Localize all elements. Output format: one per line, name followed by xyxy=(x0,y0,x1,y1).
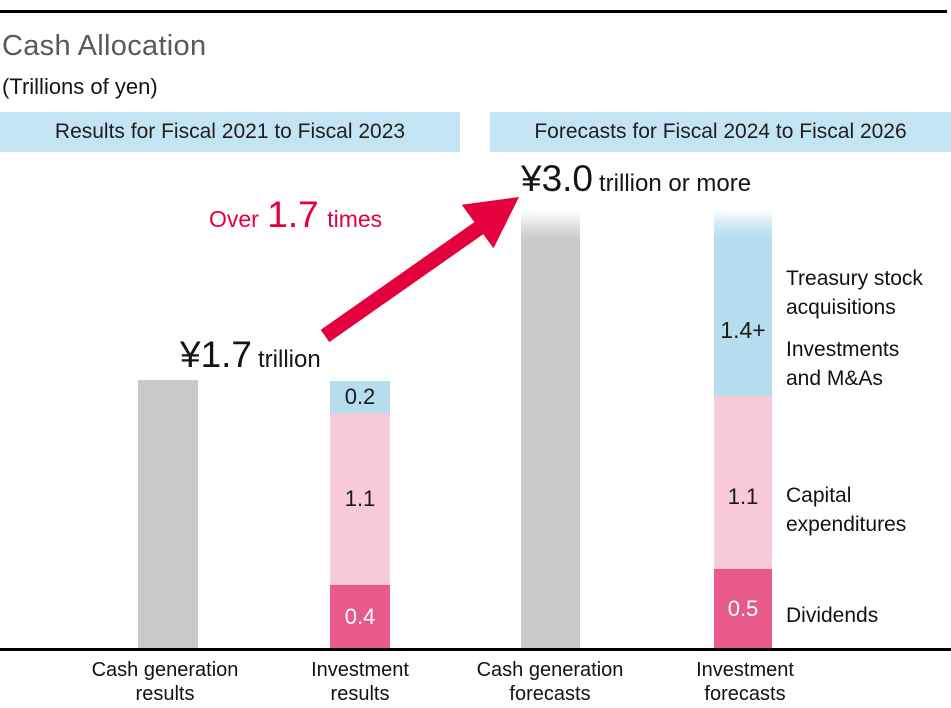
legend-investments-mna: Investments and M&As xyxy=(786,335,899,393)
legend-treasury-stock: Treasury stock acquisitions xyxy=(786,264,923,322)
bar-segment-capital-expenditures: 1.1 xyxy=(714,396,772,569)
bar-segment-treasury-investments: 0.2 xyxy=(330,381,390,413)
bar-segment-dividends: 0.4 xyxy=(330,585,390,648)
top-divider xyxy=(0,10,947,13)
legend-dividends: Dividends xyxy=(786,601,878,630)
legend-line: Treasury stock xyxy=(786,267,923,290)
x-axis-baseline xyxy=(0,648,951,651)
category-line: Investment xyxy=(311,659,409,681)
segment-value-label: 0.2 xyxy=(344,384,376,409)
bar-segment-capital-expenditures: 1.1 xyxy=(330,413,390,585)
growth-value: 1.7 xyxy=(267,194,319,235)
bar-cash-generation-forecasts xyxy=(521,210,580,648)
category-line: forecasts xyxy=(509,683,591,705)
category-line: Investment xyxy=(696,659,794,681)
legend-line: and M&As xyxy=(786,367,883,390)
segment-value-label: 1.1 xyxy=(727,483,759,509)
category-line: results xyxy=(330,683,390,705)
category-label-investment-forecasts: Investment forecasts xyxy=(645,658,845,706)
category-label-cash-generation-results: Cash generation results xyxy=(65,658,265,706)
results-total-unit: trillion xyxy=(258,346,321,373)
unit-subtitle: (Trillions of yen) xyxy=(2,74,158,99)
bar-investment-results: 0.2 1.1 0.4 xyxy=(330,381,390,648)
legend-line: acquisitions xyxy=(786,296,896,319)
segment-value-label: 1.4+ xyxy=(720,317,766,343)
forecasts-total-label: ¥3.0 trillion or more xyxy=(521,158,751,200)
results-section-header-label: Results for Fiscal 2021 to Fiscal 2023 xyxy=(54,120,406,143)
legend-line: Dividends xyxy=(786,604,879,627)
results-total-label: ¥1.7 trillion xyxy=(180,334,321,376)
category-label-cash-generation-forecasts: Cash generation forecasts xyxy=(450,658,650,706)
category-line: Cash generation xyxy=(91,659,239,681)
segment-value-label: 0.4 xyxy=(344,603,376,629)
results-section-header: Results for Fiscal 2021 to Fiscal 2023 xyxy=(0,112,460,152)
category-line: results xyxy=(135,683,195,705)
growth-multiplier-label: Over 1.7 times xyxy=(209,194,382,236)
legend-line: Investments xyxy=(786,338,900,361)
forecasts-section-header: Forecasts for Fiscal 2024 to Fiscal 2026 xyxy=(490,112,951,152)
forecasts-total-value: ¥3.0 xyxy=(521,158,594,199)
bar-cash-generation-results xyxy=(138,380,198,648)
legend-capital-expenditures: Capital expenditures xyxy=(786,481,906,539)
legend-line: Capital xyxy=(786,484,852,507)
growth-suffix: times xyxy=(327,206,383,232)
growth-prefix: Over xyxy=(209,206,259,232)
page-title: Cash Allocation xyxy=(2,30,207,62)
category-label-investment-results: Investment results xyxy=(260,658,460,706)
results-total-value: ¥1.7 xyxy=(180,334,253,375)
forecasts-section-header-label: Forecasts for Fiscal 2024 to Fiscal 2026 xyxy=(534,120,907,143)
forecasts-total-unit: trillion or more xyxy=(599,170,752,197)
category-line: Cash generation xyxy=(476,659,624,681)
bar-segment-treasury-investments: 1.4+ xyxy=(714,210,772,396)
bar-investment-forecasts: 1.4+ 1.1 0.5 xyxy=(714,210,772,648)
legend-line: expenditures xyxy=(786,513,907,536)
category-line: forecasts xyxy=(704,683,786,705)
bar-segment-dividends: 0.5 xyxy=(714,569,772,648)
segment-value-label: 0.5 xyxy=(727,595,759,621)
segment-value-label: 1.1 xyxy=(344,486,376,511)
